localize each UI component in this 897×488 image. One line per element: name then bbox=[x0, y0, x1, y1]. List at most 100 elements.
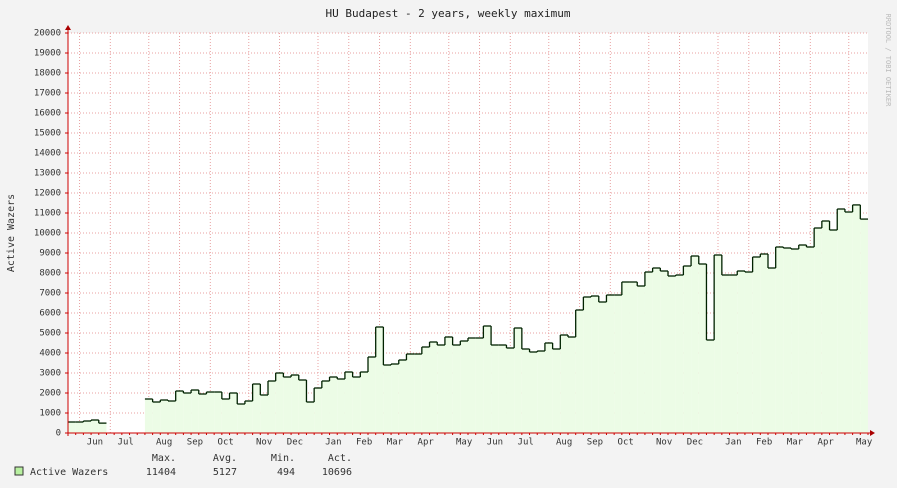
area-fill bbox=[414, 354, 422, 433]
area-fill bbox=[837, 209, 845, 433]
stat-value: 494 bbox=[277, 467, 295, 478]
x-tick-label: May bbox=[856, 438, 873, 448]
stat-label: Min. bbox=[271, 453, 295, 464]
area-fill bbox=[744, 272, 753, 433]
area-fill bbox=[814, 228, 822, 433]
area-fill bbox=[583, 297, 592, 433]
x-tick-label: Jul bbox=[518, 438, 534, 448]
area-fill bbox=[498, 345, 507, 433]
area-fill bbox=[568, 337, 576, 433]
area-fill bbox=[144, 399, 153, 433]
area-fill bbox=[698, 264, 707, 433]
x-tick-label: Apr bbox=[818, 438, 835, 448]
area-fill bbox=[691, 256, 699, 433]
area-fill bbox=[83, 421, 92, 433]
y-tick-label: 15000 bbox=[34, 129, 61, 139]
area-fill bbox=[198, 394, 207, 433]
area-fill bbox=[329, 377, 338, 433]
x-tick-label: Apr bbox=[418, 438, 435, 448]
area-fill bbox=[237, 404, 245, 433]
x-tick-label: Nov bbox=[256, 438, 272, 448]
area-fill bbox=[368, 357, 376, 433]
y-tick-label: 14000 bbox=[34, 149, 61, 159]
x-tick-label: Jan bbox=[725, 438, 741, 448]
area-fill bbox=[775, 247, 784, 433]
area-fill bbox=[321, 381, 330, 433]
area-fill bbox=[229, 393, 238, 433]
y-tick-label: 3000 bbox=[39, 369, 61, 379]
area-fill bbox=[244, 401, 253, 433]
y-tick-label: 11000 bbox=[34, 209, 61, 219]
x-tick-label: Jun bbox=[487, 438, 503, 448]
y-tick-label: 7000 bbox=[39, 289, 61, 299]
area-fill bbox=[529, 352, 538, 433]
area-fill bbox=[475, 338, 484, 433]
legend-label: Active Wazers bbox=[30, 467, 108, 478]
area-fill bbox=[783, 248, 792, 433]
area-fill bbox=[598, 302, 607, 433]
area-fill bbox=[375, 327, 384, 433]
area-fill bbox=[544, 343, 553, 433]
y-tick-label: 1000 bbox=[39, 409, 61, 419]
area-fill bbox=[468, 338, 476, 433]
area-fill bbox=[852, 204, 861, 433]
x-tick-label: Aug bbox=[156, 438, 172, 448]
area-fill bbox=[91, 420, 99, 433]
area-fill bbox=[152, 402, 161, 433]
x-tick-label: Sep bbox=[587, 438, 603, 448]
y-tick-label: 12000 bbox=[34, 189, 61, 199]
area-fill bbox=[829, 230, 838, 433]
area-fill bbox=[821, 221, 830, 433]
y-tick-label: 2000 bbox=[39, 389, 61, 399]
area-fill bbox=[391, 364, 399, 433]
y-axis-label: Active Wazers bbox=[6, 194, 17, 272]
area-fill bbox=[298, 380, 307, 433]
area-fill bbox=[491, 345, 499, 433]
area-fill bbox=[714, 255, 722, 433]
area-fill bbox=[721, 275, 730, 433]
area-fill bbox=[360, 372, 368, 433]
x-tick-label: Aug bbox=[556, 438, 572, 448]
x-tick-label: Mar bbox=[787, 438, 804, 448]
area-fill bbox=[537, 351, 545, 433]
y-tick-label: 5000 bbox=[39, 329, 61, 339]
area-fill bbox=[668, 276, 676, 433]
area-fill bbox=[191, 390, 199, 433]
area-fill bbox=[214, 392, 222, 433]
area-fill bbox=[737, 271, 745, 433]
area-fill bbox=[806, 247, 815, 433]
x-tick-label: Dec bbox=[287, 438, 303, 448]
y-tick-label: 16000 bbox=[34, 109, 61, 119]
area-fill bbox=[344, 372, 353, 433]
area-fill bbox=[614, 295, 622, 433]
area-fill bbox=[75, 422, 84, 433]
x-arrow bbox=[870, 430, 875, 436]
area-fill bbox=[860, 219, 868, 433]
y-tick-label: 0 bbox=[56, 429, 61, 439]
area-fill bbox=[398, 360, 407, 433]
area-fill bbox=[314, 388, 322, 433]
y-tick-label: 4000 bbox=[39, 349, 61, 359]
area-fill bbox=[306, 402, 315, 433]
y-tick-label: 19000 bbox=[34, 49, 61, 59]
area-fill bbox=[252, 384, 261, 433]
area-fill bbox=[337, 379, 345, 433]
area-fill bbox=[444, 337, 453, 433]
area-fill bbox=[706, 340, 715, 433]
area-fill bbox=[452, 345, 461, 433]
area-fill bbox=[275, 373, 284, 433]
area-fill bbox=[483, 326, 492, 433]
area-fill bbox=[644, 272, 653, 433]
chart-title: HU Budapest - 2 years, weekly maximum bbox=[325, 7, 570, 20]
area-fill bbox=[383, 365, 392, 433]
x-tick-label: Oct bbox=[218, 438, 234, 448]
area-fill bbox=[660, 271, 668, 433]
area-fill bbox=[98, 423, 107, 433]
area-fill bbox=[268, 381, 276, 433]
area-fill bbox=[506, 348, 515, 433]
stat-label: Act. bbox=[328, 453, 352, 464]
area-fill bbox=[175, 391, 184, 433]
area-fill bbox=[206, 392, 215, 433]
area-fill bbox=[675, 275, 684, 433]
